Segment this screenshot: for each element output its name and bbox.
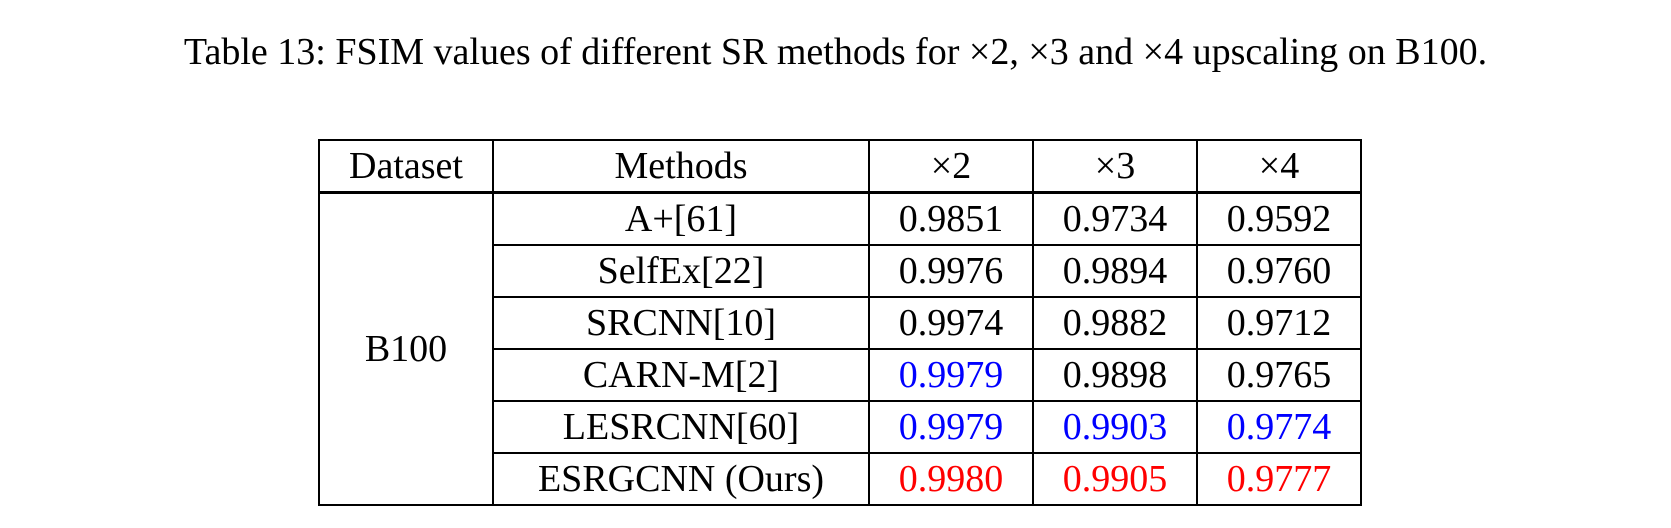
method-cell: CARN-M[2]	[492, 348, 870, 402]
header-dataset: Dataset	[318, 139, 494, 194]
value-cell: 0.9774	[1196, 400, 1362, 454]
method-cell: A+[61]	[492, 191, 870, 246]
method-cell: ESRGCNN (Ours)	[492, 452, 870, 506]
value-cell: 0.9777	[1196, 452, 1362, 506]
value-cell: 0.9894	[1032, 244, 1198, 298]
value-cell: 0.9974	[868, 296, 1034, 350]
table-row: SelfEx[22] 0.9976 0.9894 0.9760	[319, 244, 1362, 298]
value-cell: 0.9765	[1196, 348, 1362, 402]
value-cell: 0.9976	[868, 244, 1034, 298]
table-row: LESRCNN[60] 0.9979 0.9903 0.9774	[319, 400, 1362, 454]
value-cell: 0.9882	[1032, 296, 1198, 350]
method-cell: SRCNN[10]	[492, 296, 870, 350]
value-cell: 0.9734	[1032, 191, 1198, 246]
value-cell: 0.9592	[1196, 191, 1362, 246]
fsim-table: Dataset Methods ×2 ×3 ×4 B100 A+[61] 0.9…	[318, 139, 1362, 506]
header-x4: ×4	[1196, 139, 1362, 194]
table-row: SRCNN[10] 0.9974 0.9882 0.9712	[319, 296, 1362, 350]
header-x3: ×3	[1032, 139, 1198, 194]
method-cell: SelfEx[22]	[492, 244, 870, 298]
value-cell: 0.9712	[1196, 296, 1362, 350]
value-cell: 0.9898	[1032, 348, 1198, 402]
value-cell: 0.9980	[868, 452, 1034, 506]
table-header-row: Dataset Methods ×2 ×3 ×4	[318, 139, 1362, 194]
value-cell: 0.9851	[868, 191, 1034, 246]
table-caption: Table 13: FSIM values of different SR me…	[183, 31, 1488, 73]
dataset-cell: B100	[318, 191, 494, 506]
value-cell: 0.9905	[1032, 452, 1198, 506]
header-x2: ×2	[868, 139, 1034, 194]
header-methods: Methods	[492, 139, 870, 194]
table-row: CARN-M[2] 0.9979 0.9898 0.9765	[319, 348, 1362, 402]
table-row: B100 A+[61] 0.9851 0.9734 0.9592	[318, 191, 1362, 506]
value-cell: 0.9979	[868, 400, 1034, 454]
method-cell: LESRCNN[60]	[492, 400, 870, 454]
value-cell: 0.9979	[868, 348, 1034, 402]
value-cell: 0.9903	[1032, 400, 1198, 454]
table-row: ESRGCNN (Ours) 0.9980 0.9905 0.9777	[319, 452, 1362, 506]
value-cell: 0.9760	[1196, 244, 1362, 298]
